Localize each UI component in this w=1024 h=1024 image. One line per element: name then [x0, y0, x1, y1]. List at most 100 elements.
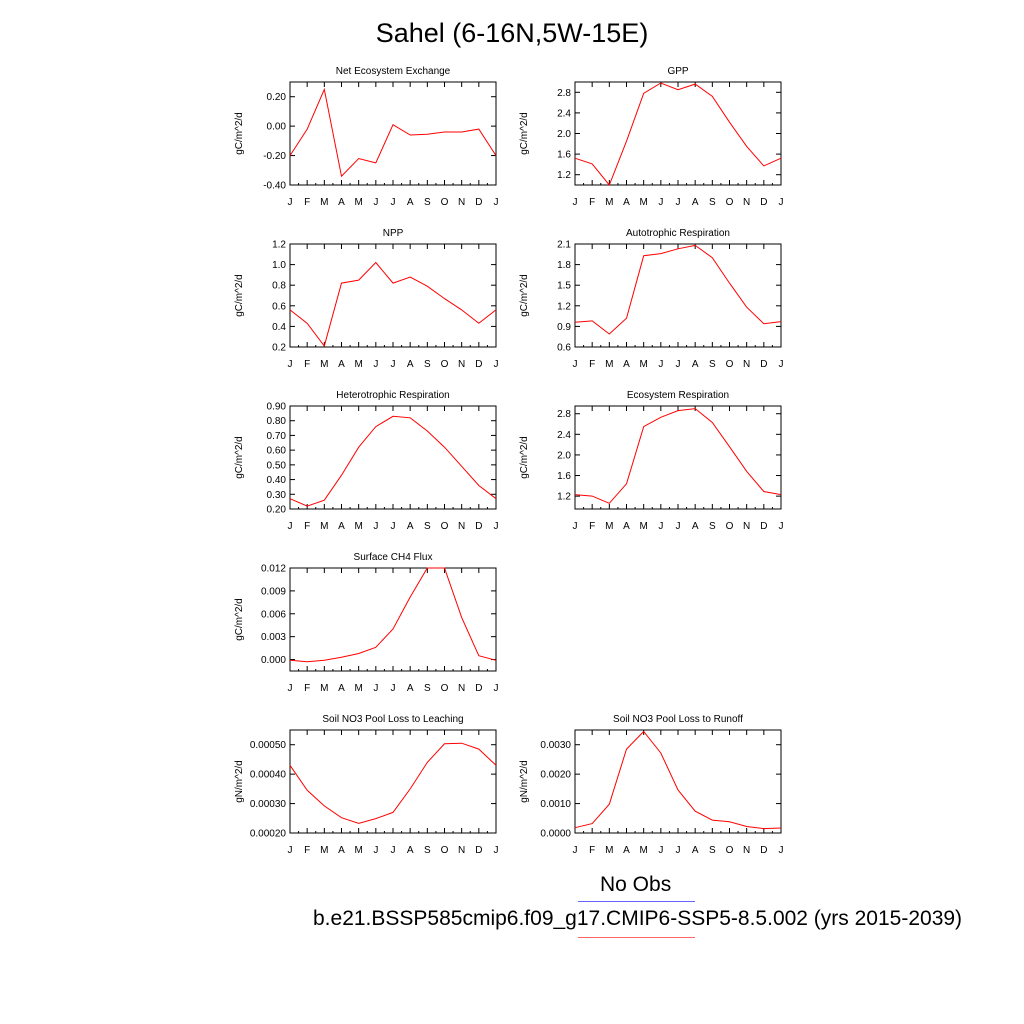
y-tick-label: 0.0020 [540, 770, 571, 781]
x-tick-label: N [458, 845, 465, 856]
x-tick-label: J [373, 683, 378, 694]
x-tick-label: J [676, 845, 681, 856]
x-tick-label: M [639, 359, 647, 370]
x-tick-label: M [605, 359, 613, 370]
x-tick-label: J [288, 359, 293, 370]
x-tick-label: S [709, 359, 716, 370]
x-tick-label: J [676, 521, 681, 532]
x-tick-label: N [743, 359, 750, 370]
x-tick-label: J [494, 359, 499, 370]
x-tick-label: A [692, 359, 699, 370]
y-tick-label: 0.8 [272, 281, 286, 292]
x-tick-label: J [573, 521, 578, 532]
x-tick-label: J [373, 521, 378, 532]
x-tick-label: D [760, 521, 767, 532]
x-tick-label: O [726, 359, 734, 370]
y-tick-label: 0.50 [267, 460, 287, 471]
series-line [574, 82, 782, 186]
plot-frame [574, 729, 782, 834]
y-tick-label: 0.30 [267, 490, 287, 501]
y-tick-label: 2.4 [557, 108, 571, 119]
x-tick-label: S [424, 359, 431, 370]
chart-title: Heterotrophic Respiration [336, 390, 449, 401]
x-tick-label: M [639, 845, 647, 856]
y-tick-label: 0.2 [272, 343, 286, 354]
x-tick-label: S [424, 197, 431, 208]
x-tick-label: J [373, 197, 378, 208]
y-tick-label: 1.2 [557, 301, 571, 312]
x-tick-label: A [407, 359, 414, 370]
plot-frame [574, 405, 782, 510]
y-axis-label: gC/m^2/d [519, 274, 530, 317]
y-tick-label: 0.00040 [250, 770, 287, 781]
x-tick-label: M [320, 845, 328, 856]
y-tick-label: 0.40 [267, 475, 287, 486]
x-tick-label: O [441, 521, 449, 532]
x-tick-label: A [623, 359, 630, 370]
series-line [289, 742, 497, 824]
y-tick-label: 0.00030 [250, 799, 287, 810]
x-tick-label: F [304, 359, 310, 370]
x-tick-label: S [709, 197, 716, 208]
x-tick-label: J [288, 521, 293, 532]
series-line [289, 567, 497, 663]
x-tick-label: A [623, 197, 630, 208]
y-tick-label: 1.2 [557, 492, 571, 503]
y-tick-label: 1.6 [557, 471, 571, 482]
x-tick-label: J [658, 359, 663, 370]
x-tick-label: J [658, 197, 663, 208]
series-line [574, 730, 782, 830]
y-tick-label: 2.8 [557, 88, 571, 99]
y-tick-label: 0.4 [272, 322, 286, 333]
x-tick-label: N [743, 521, 750, 532]
x-tick-label: J [573, 845, 578, 856]
x-tick-label: J [373, 845, 378, 856]
y-tick-label: 2.4 [557, 430, 571, 441]
x-tick-label: J [779, 845, 784, 856]
x-tick-label: N [458, 521, 465, 532]
plot-frame [289, 729, 497, 834]
chart-title: Surface CH4 Flux [354, 552, 433, 563]
x-tick-label: O [726, 521, 734, 532]
x-tick-label: A [692, 845, 699, 856]
x-tick-label: S [424, 521, 431, 532]
y-tick-label: 1.6 [557, 150, 571, 161]
x-tick-label: A [338, 845, 345, 856]
x-tick-label: J [288, 845, 293, 856]
x-tick-label: F [304, 197, 310, 208]
x-tick-label: J [779, 359, 784, 370]
y-tick-label: 1.5 [557, 281, 571, 292]
x-tick-label: M [320, 521, 328, 532]
chart-panel-4: J F M A M J J A S O N D J0.60.91.21.51.82.1Autotroph… [519, 228, 784, 370]
legend-obs-line [578, 901, 695, 902]
x-tick-label: A [338, 521, 345, 532]
x-tick-label: O [441, 359, 449, 370]
series-line [574, 408, 782, 504]
y-tick-label: 0.90 [267, 402, 287, 413]
x-tick-label: O [726, 197, 734, 208]
x-tick-label: A [338, 359, 345, 370]
y-tick-label: 0.0000 [540, 829, 571, 840]
x-tick-label: M [605, 521, 613, 532]
y-tick-label: 1.2 [272, 240, 286, 251]
x-tick-label: J [391, 197, 396, 208]
x-tick-label: F [589, 845, 595, 856]
chart-panel-10: J F M A M J J A S O N D J0.00000.00100.00200.0030Soi… [519, 714, 784, 856]
y-tick-label: 1.0 [272, 260, 286, 271]
x-tick-label: J [676, 359, 681, 370]
chart-title: Ecosystem Respiration [627, 390, 729, 401]
chart-panel-3: J F M A M J J A S O N D J0.20.40.60.81.01.2NPPgC/m^2… [234, 228, 499, 370]
y-tick-label: 0.00020 [250, 829, 287, 840]
chart-title: NPP [383, 228, 404, 239]
y-tick-label: 0.012 [261, 564, 286, 575]
series-line [289, 261, 497, 348]
x-tick-label: D [760, 359, 767, 370]
x-tick-label: D [475, 845, 482, 856]
y-tick-label: 0.80 [267, 416, 287, 427]
x-tick-label: O [726, 845, 734, 856]
y-tick-label: 0.20 [267, 92, 287, 103]
x-tick-label: J [676, 197, 681, 208]
y-tick-label: 0.00050 [250, 740, 287, 751]
